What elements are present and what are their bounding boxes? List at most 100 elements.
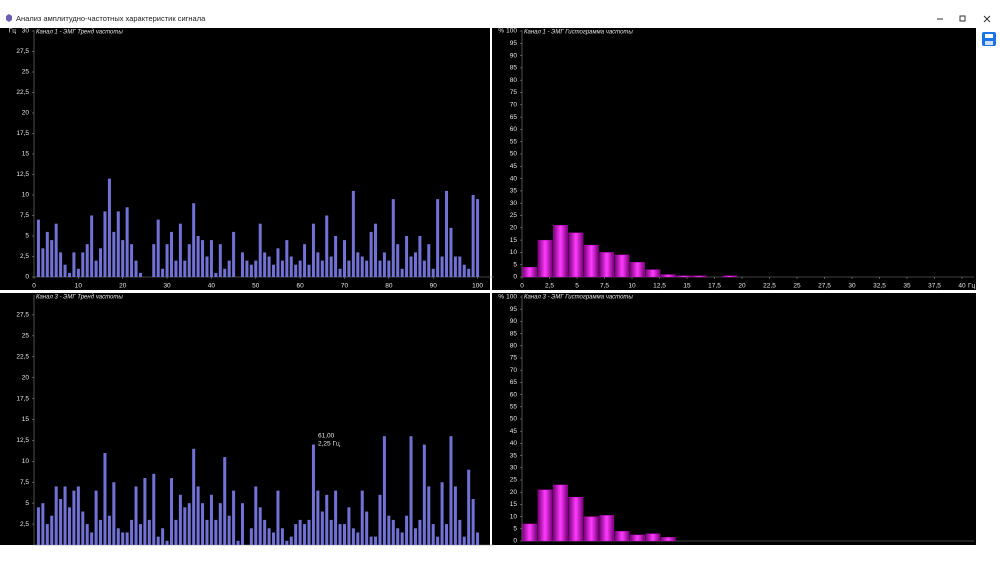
y-tick-label: 100 [506,28,517,35]
bar [121,240,125,277]
bar [50,515,54,545]
bar [227,515,231,545]
bar [449,227,453,277]
tooltip-text: 61,00 [318,433,335,440]
bar [329,519,333,545]
y-tick-label: 12,5 [16,171,29,178]
y-tick-label: 22,5 [16,353,29,360]
bar [258,223,262,277]
y-tick-label: 80 [510,77,518,84]
y-tick-label: 85 [510,330,518,337]
y-axis-label: Гц [9,28,17,35]
bar [165,244,169,277]
y-tick-label: 25 [22,69,30,76]
y-tick-label: 2,5 [20,521,29,528]
bar [103,211,107,277]
bar [41,248,45,277]
histogram-bar [537,489,553,542]
y-tick-label: 20 [510,225,518,232]
bar [112,482,116,545]
restore-button[interactable] [959,15,966,22]
bar [218,503,222,545]
bar [130,244,134,277]
bar [107,515,111,545]
y-tick-label: 70 [510,367,518,374]
x-tick-label: 7,5 [600,283,609,290]
y-tick-label: 25 [510,477,518,484]
save-icon-part [985,41,993,45]
y-tick-label: 30 [510,465,518,472]
bar [94,490,98,545]
bar [50,240,54,277]
y-tick-label: 27,5 [16,48,29,55]
bar [263,252,267,277]
bar [54,486,58,545]
bar [227,260,231,277]
bar [45,524,49,545]
bar [413,528,417,545]
y-axis-label: % [498,28,504,35]
histogram-bar [522,267,538,278]
y-tick-label: 20 [22,374,30,381]
bar [59,498,63,545]
bar [334,490,338,545]
bar [356,532,360,545]
histogram-bar [645,269,661,278]
bar [338,268,342,277]
bar [280,528,284,545]
bar [174,519,178,545]
bar [471,498,475,545]
y-tick-label: 50 [510,151,518,158]
bar [112,231,116,277]
bar [263,519,267,545]
bar [125,207,129,277]
bar [280,260,284,277]
panel [0,28,490,290]
bar [409,256,413,277]
x-tick-label: 80 [385,283,393,290]
bar [374,223,378,277]
bar [276,490,280,545]
y-tick-label: 90 [510,318,518,325]
bar [165,540,169,545]
histogram-bar [660,537,676,542]
bar [223,457,227,545]
window-title: Анализ амплитудно-частотных характеристи… [16,14,206,23]
bar [418,236,422,277]
bar [36,219,40,277]
bar [232,490,236,545]
x-tick-label: 22,5 [763,283,776,290]
bar [272,532,276,545]
y-tick-label: 100 [506,294,517,301]
x-tick-label: 50 [252,283,260,290]
y-tick-label: 5 [25,233,29,240]
bar [107,178,111,277]
y-tick-label: 7,5 [20,479,29,486]
bar [72,490,76,545]
bar [254,486,258,545]
bar [316,252,320,277]
bar [143,478,147,545]
x-tick-label: 10 [75,283,83,290]
bar [449,436,453,545]
bar [67,507,71,545]
close-button[interactable] [983,15,991,23]
x-tick-label: 70 [341,283,349,290]
y-tick-label: 90 [510,52,518,59]
y-tick-label: 17,5 [16,130,29,137]
bar [272,264,276,277]
histogram-bar [630,534,645,542]
bar [170,478,174,545]
histogram-bar [614,254,630,278]
histogram-bar [537,239,553,278]
bar [294,524,298,545]
bar [369,536,373,545]
histogram-bar [676,275,692,278]
y-tick-label: 20 [510,489,518,496]
x-tick-label: 40 [208,283,216,290]
bar [201,240,205,277]
x-tick-label: 60 [297,283,305,290]
bar [245,260,249,277]
y-tick-label: 0 [513,538,517,545]
